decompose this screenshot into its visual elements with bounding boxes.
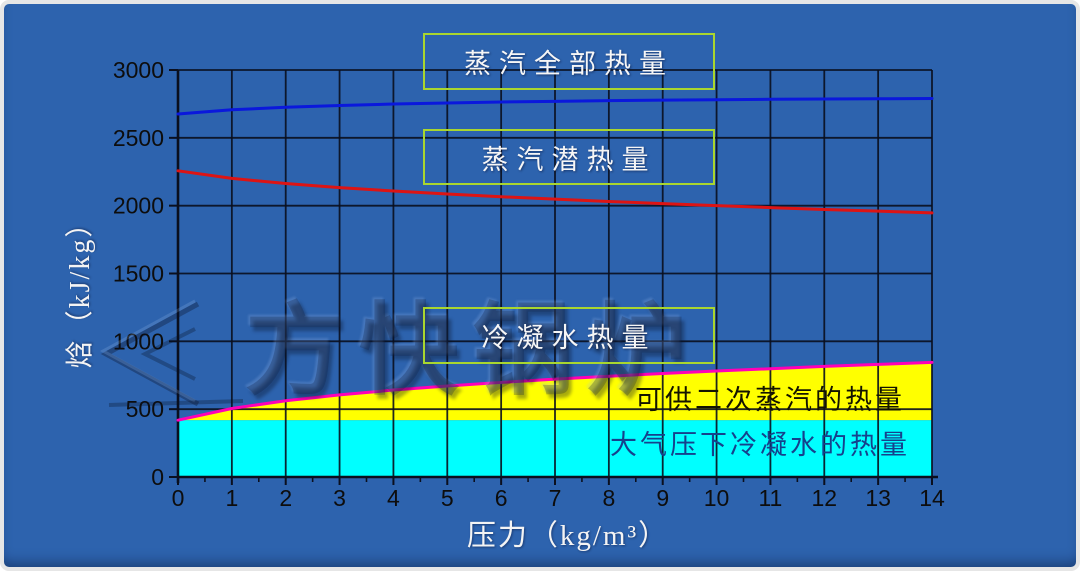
x-tick-label: 14: [919, 485, 945, 511]
y-tick-label: 2000: [113, 193, 164, 219]
y-tick-label: 500: [126, 396, 164, 422]
callout-latent-heat-label: 蒸汽潜热量: [481, 144, 657, 175]
x-tick-label: 8: [602, 485, 615, 511]
callout-condensate-heat-label: 冷凝水热量: [481, 323, 657, 353]
flash-steam-area-label: 可供二次蒸汽的热量: [635, 384, 905, 415]
y-tick-label: 0: [151, 464, 164, 490]
x-tick-label: 12: [811, 485, 837, 511]
x-axis-title: 压力（kg/m³）: [466, 520, 670, 552]
latent-heat-curve: [176, 169, 934, 215]
y-tick-label: 1000: [113, 328, 164, 354]
callout-total-steam-heat: 蒸汽全部热量: [423, 33, 715, 90]
y-tick-label: 1500: [113, 261, 164, 287]
total-heat-curve: [176, 96, 934, 116]
x-tick-label: 9: [656, 485, 669, 511]
x-tick-label: 6: [495, 485, 508, 511]
callout-total-steam-heat-label: 蒸汽全部热量: [464, 49, 674, 79]
x-tick-label: 10: [704, 485, 730, 511]
x-tick-label: 7: [549, 485, 562, 511]
x-tick-label: 0: [172, 485, 185, 511]
condensate-heat-curve: [176, 360, 934, 422]
x-tick-label: 3: [333, 485, 346, 511]
y-axis-title: 焓（kJ/kg）: [65, 207, 96, 369]
y-tick-label: 3000: [113, 57, 164, 83]
x-tick-label: 4: [387, 485, 400, 511]
atmospheric-condensate-area-label: 大气压下冷凝水的热量: [610, 429, 910, 460]
x-tick-label: 11: [758, 485, 782, 511]
callout-condensate-heat: 冷凝水热量: [423, 307, 715, 364]
x-tick-label: 2: [279, 485, 292, 511]
callout-latent-heat: 蒸汽潜热量: [423, 129, 715, 185]
x-tick-label: 13: [865, 485, 891, 511]
x-tick-label: 5: [441, 485, 454, 511]
y-tick-label: 2500: [113, 125, 164, 151]
x-tick-label: 1: [225, 485, 238, 511]
